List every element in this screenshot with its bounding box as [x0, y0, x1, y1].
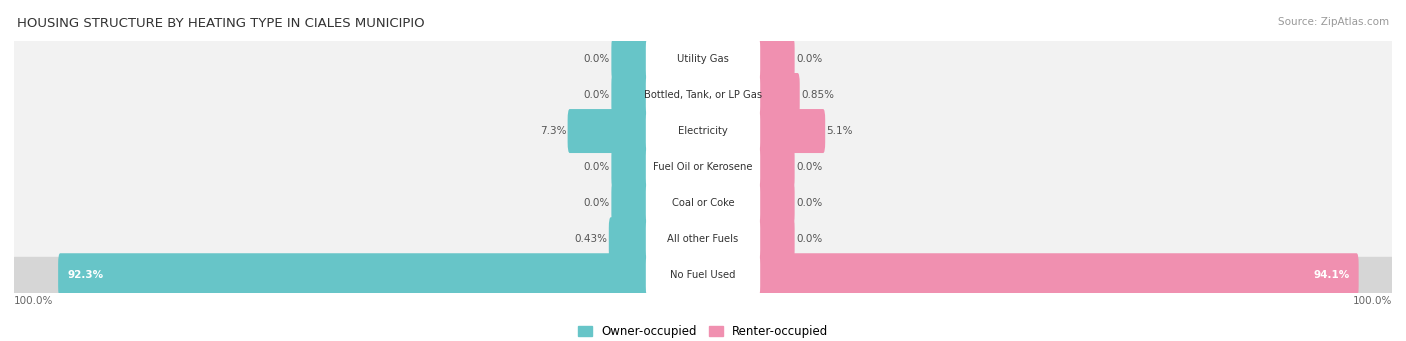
FancyBboxPatch shape	[645, 109, 761, 153]
Text: Coal or Coke: Coal or Coke	[672, 198, 734, 208]
FancyBboxPatch shape	[568, 109, 650, 153]
FancyBboxPatch shape	[756, 37, 794, 81]
Text: 0.0%: 0.0%	[583, 54, 610, 64]
Text: HOUSING STRUCTURE BY HEATING TYPE IN CIALES MUNICIPIO: HOUSING STRUCTURE BY HEATING TYPE IN CIA…	[17, 17, 425, 30]
Text: 100.0%: 100.0%	[14, 296, 53, 306]
FancyBboxPatch shape	[612, 37, 650, 81]
Text: Electricity: Electricity	[678, 126, 728, 136]
FancyBboxPatch shape	[645, 145, 761, 189]
Text: 7.3%: 7.3%	[540, 126, 567, 136]
Text: 0.0%: 0.0%	[583, 162, 610, 172]
Text: 0.0%: 0.0%	[583, 90, 610, 100]
FancyBboxPatch shape	[756, 145, 794, 189]
Legend: Owner-occupied, Renter-occupied: Owner-occupied, Renter-occupied	[572, 321, 834, 341]
FancyBboxPatch shape	[645, 73, 761, 117]
FancyBboxPatch shape	[756, 253, 1358, 297]
FancyBboxPatch shape	[645, 217, 761, 261]
Bar	[14, 149, 1392, 185]
Text: 100.0%: 100.0%	[1353, 296, 1392, 306]
FancyBboxPatch shape	[756, 109, 825, 153]
FancyBboxPatch shape	[645, 181, 761, 225]
Text: Source: ZipAtlas.com: Source: ZipAtlas.com	[1278, 17, 1389, 27]
Text: No Fuel Used: No Fuel Used	[671, 270, 735, 280]
Text: 0.0%: 0.0%	[796, 198, 823, 208]
Text: 0.0%: 0.0%	[796, 54, 823, 64]
Text: 0.85%: 0.85%	[801, 90, 834, 100]
Text: 5.1%: 5.1%	[827, 126, 853, 136]
Bar	[14, 221, 1392, 257]
FancyBboxPatch shape	[612, 145, 650, 189]
Text: 0.0%: 0.0%	[796, 162, 823, 172]
Text: 92.3%: 92.3%	[67, 270, 103, 280]
FancyBboxPatch shape	[612, 73, 650, 117]
Bar	[14, 113, 1392, 149]
FancyBboxPatch shape	[645, 37, 761, 81]
FancyBboxPatch shape	[756, 73, 800, 117]
FancyBboxPatch shape	[645, 253, 761, 297]
FancyBboxPatch shape	[609, 217, 650, 261]
Text: 0.43%: 0.43%	[575, 234, 607, 244]
Bar	[14, 257, 1392, 293]
FancyBboxPatch shape	[612, 181, 650, 225]
FancyBboxPatch shape	[58, 253, 650, 297]
FancyBboxPatch shape	[756, 217, 794, 261]
Text: Utility Gas: Utility Gas	[678, 54, 728, 64]
Bar	[14, 77, 1392, 113]
Bar	[14, 185, 1392, 221]
Text: All other Fuels: All other Fuels	[668, 234, 738, 244]
Text: Fuel Oil or Kerosene: Fuel Oil or Kerosene	[654, 162, 752, 172]
Text: 0.0%: 0.0%	[583, 198, 610, 208]
Text: Bottled, Tank, or LP Gas: Bottled, Tank, or LP Gas	[644, 90, 762, 100]
Text: 94.1%: 94.1%	[1313, 270, 1350, 280]
Text: 0.0%: 0.0%	[796, 234, 823, 244]
Bar	[14, 41, 1392, 77]
FancyBboxPatch shape	[756, 181, 794, 225]
